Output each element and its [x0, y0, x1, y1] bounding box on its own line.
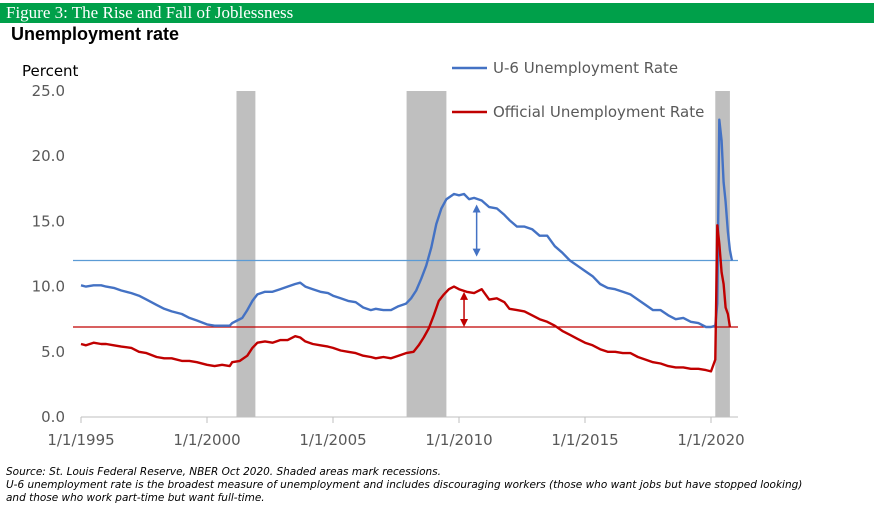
legend-label-0: U-6 Unemployment Rate	[493, 59, 678, 77]
recession-bands	[236, 91, 730, 417]
legend: U-6 Unemployment Rate Official Unemployme…	[452, 59, 704, 121]
arrow-head-up	[460, 291, 469, 300]
arrow-head-down	[460, 319, 469, 328]
double-arrow-1	[460, 291, 469, 328]
legend-label-1: Official Unemployment Rate	[493, 103, 704, 121]
recession-band-0	[236, 91, 256, 417]
chart-title: Unemployment rate	[11, 24, 180, 44]
x-tick-label: 1/1/1995	[47, 431, 114, 449]
y-tick-label: 20.0	[32, 147, 65, 165]
y-tick-label: 15.0	[32, 212, 65, 230]
x-tick-label: 1/1/2000	[173, 431, 240, 449]
footnote: Source: St. Louis Federal Reserve, NBER …	[6, 466, 872, 505]
series-line-official	[80, 224, 732, 373]
annotation-arrows	[460, 204, 481, 328]
series-lines	[80, 118, 734, 373]
axes: 0.0 5.0 10.0 15.0 20.0 25.0 1/1/1995 1/1/2000 1/…	[32, 82, 745, 449]
series-line-u6	[80, 118, 734, 329]
y-tick-label: 0.0	[41, 408, 65, 426]
footnote-source: Source: St. Louis Federal Reserve, NBER …	[6, 466, 441, 478]
x-tick-label: 1/1/2015	[551, 431, 618, 449]
footnote-definition-cont: and those who work part-time but want fu…	[6, 492, 265, 504]
footnote-definition: U-6 unemployment rate is the broadest me…	[6, 479, 803, 491]
figure-label: Figure 3: The Rise and Fall of Joblessne…	[0, 3, 874, 23]
x-tick-label: 1/1/2010	[425, 431, 492, 449]
x-tick-label: 1/1/2005	[299, 431, 366, 449]
y-tick-label: 25.0	[32, 82, 65, 100]
arrow-head-up	[472, 204, 481, 213]
y-tick-label: 10.0	[32, 278, 65, 296]
y-tick-label: 5.0	[41, 343, 65, 361]
x-tick-label: 1/1/2020	[677, 431, 744, 449]
recession-band-1	[406, 91, 447, 417]
arrow-head-down	[472, 248, 481, 257]
double-arrow-0	[472, 204, 481, 257]
y-axis-label: Percent	[22, 62, 79, 80]
reference-lines	[73, 259, 738, 328]
